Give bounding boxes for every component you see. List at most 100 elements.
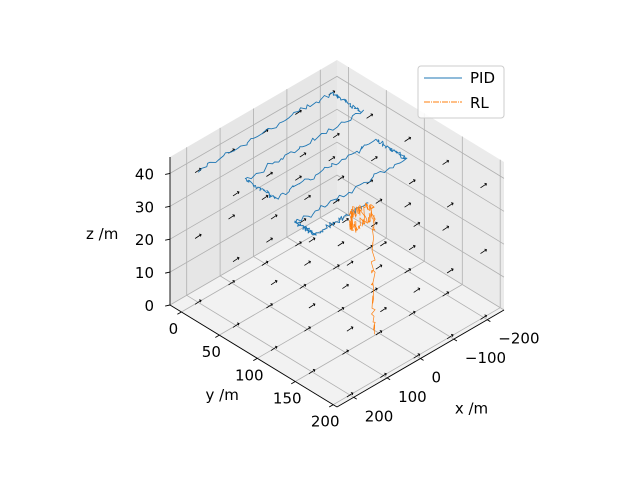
wind-arrow (404, 202, 412, 208)
wind-arrow-glyph (408, 179, 416, 185)
x-tick-mark (487, 319, 491, 322)
wind-arrow-glyph (442, 225, 450, 231)
wind-arrow-glyph (370, 156, 378, 162)
z-tick-label: 20 (135, 231, 154, 249)
wind-arrow (232, 256, 240, 263)
wind-arrow (342, 217, 349, 224)
wind-arrow-glyph (270, 214, 278, 220)
wind-arrow-glyph (232, 256, 240, 263)
wind-arrow-glyph (299, 283, 307, 289)
wind-arrow-glyph (380, 241, 387, 247)
y-axis-line (169, 304, 338, 408)
wind-arrow (295, 175, 302, 181)
wind-arrow-glyph (380, 372, 387, 378)
y-tick-mark (328, 404, 334, 408)
wind-arrow (266, 171, 273, 177)
wind-arrow-glyph (266, 303, 273, 309)
wind-arrow (480, 314, 488, 320)
wind-arrow (337, 241, 345, 247)
wind-arrow-glyph (261, 260, 269, 266)
wind-arrow-glyph (413, 353, 421, 359)
wind-arrow-glyph (295, 241, 302, 247)
wind-arrow (304, 260, 311, 266)
wind-arrow (446, 333, 454, 340)
wind-arrow (337, 175, 345, 181)
z-tick-label: 0 (144, 297, 154, 315)
series-line-pid (197, 91, 408, 236)
wind-arrow (342, 283, 349, 289)
x-tick-label: −200 (498, 330, 539, 348)
wind-arrow (299, 218, 307, 224)
wind-arrow-glyph (270, 345, 278, 351)
wind-arrow-glyph (232, 191, 240, 197)
wind-arrow (480, 182, 488, 189)
wind-arrow-glyph (337, 175, 345, 181)
wind-arrow-glyph (375, 198, 383, 204)
z-tick-label: 30 (135, 198, 154, 216)
z-tick-label: 10 (135, 264, 154, 282)
wind-arrow (370, 287, 378, 293)
y-tick-mark (253, 357, 258, 362)
wind-arrows (194, 90, 488, 398)
wind-arrow-glyph (304, 326, 311, 332)
wind-arrow (380, 372, 387, 378)
wind-arrow (308, 237, 316, 243)
wind-arrow (228, 280, 236, 286)
grid-line-z (169, 141, 505, 245)
y-tick-label: 200 (311, 413, 340, 431)
wind-arrow (404, 136, 412, 142)
wind-arrow-glyph (380, 306, 387, 313)
wind-arrow (413, 221, 421, 227)
wind-arrow (299, 283, 307, 289)
z-tick-mark (165, 271, 171, 274)
wind-arrow-glyph (228, 280, 236, 286)
legend-box (417, 65, 505, 119)
wind-arrow (328, 156, 336, 162)
x-tick-mark (353, 396, 357, 400)
wind-arrow-glyph (346, 260, 354, 266)
wind-arrow (194, 299, 202, 305)
wind-arrow-glyph (332, 198, 340, 204)
wind-arrow (408, 244, 416, 251)
wind-arrow (404, 268, 412, 274)
wind-arrow (261, 194, 269, 201)
wind-arrow (308, 368, 316, 375)
x-axis-label: x /m (455, 400, 488, 418)
wind-arrow-glyph (404, 202, 412, 208)
wind-arrow-glyph (366, 113, 374, 119)
wind-arrow-glyph (295, 109, 302, 115)
wind-arrow-glyph (337, 306, 345, 313)
wind-arrow-glyph (304, 260, 311, 266)
wind-arrow (332, 132, 340, 139)
wind-arrow (332, 198, 340, 204)
wind-arrow (332, 264, 340, 270)
wind-arrow (304, 326, 311, 332)
y-tick-label: 100 (235, 366, 264, 384)
z-axis-label: z /m (86, 225, 118, 243)
grid-line-z (169, 75, 505, 179)
x-tick-mark (386, 377, 391, 381)
wind-arrow-glyph (408, 310, 416, 316)
wind-arrow-glyph (375, 330, 383, 336)
wind-arrow (232, 191, 240, 197)
wind-arrow (261, 260, 269, 266)
wind-arrow-glyph (413, 287, 421, 293)
wind-arrow (342, 349, 349, 355)
x-tick-label: 200 (365, 407, 394, 425)
y-tick-label: 50 (202, 343, 221, 361)
wind-arrow-glyph (480, 248, 488, 254)
legend-label-pid: PID (470, 69, 495, 87)
grid-line-z (169, 108, 505, 212)
wind-arrow (194, 233, 202, 239)
wind-arrow (337, 306, 345, 313)
y-tick-mark (215, 334, 220, 338)
wind-arrow (446, 202, 454, 208)
wind-arrow-glyph (480, 182, 488, 189)
wind-arrow (366, 113, 374, 119)
wind-arrow-glyph (266, 237, 273, 243)
z-tick-mark (165, 173, 171, 175)
wind-arrow-glyph (446, 202, 454, 208)
x-tick-label: 100 (398, 388, 427, 406)
wind-arrow (346, 392, 354, 398)
series-group (197, 91, 408, 335)
